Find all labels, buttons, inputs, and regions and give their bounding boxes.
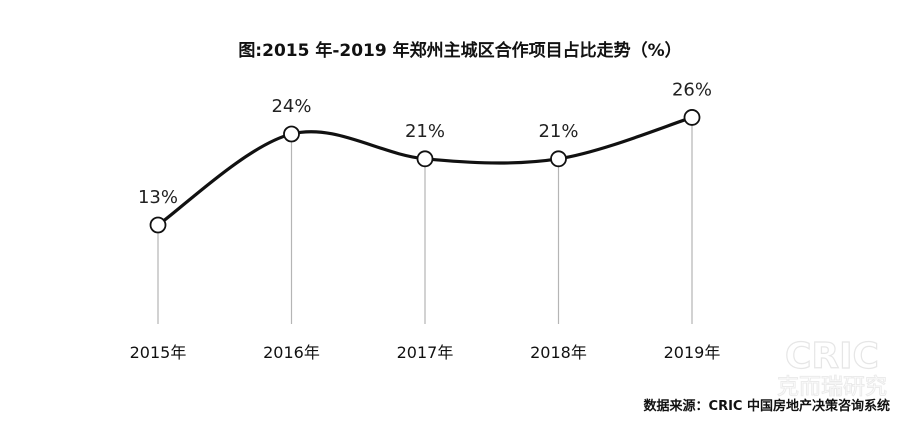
point-2019年: [683, 109, 701, 126]
drop-lines: [157, 125, 693, 324]
data-label-2019年: 26%: [672, 79, 712, 100]
data-label-2015年: 13%: [138, 187, 178, 208]
data-labels: 13% 24% 21% 21% 26%: [138, 79, 712, 208]
watermark: CRIC 克而瑞研究: [776, 335, 887, 400]
watermark-brand: CRIC: [785, 336, 879, 377]
data-label-2016年: 24%: [271, 96, 311, 117]
data-label-2018年: 21%: [538, 121, 578, 142]
x-tick-2017年: 2017年: [397, 343, 454, 362]
x-axis-ticks: 2015年 2016年 2017年 2018年 2019年: [130, 343, 721, 362]
x-tick-2018年: 2018年: [530, 343, 587, 362]
x-tick-2015年: 2015年: [130, 343, 187, 362]
point-2015年: [149, 216, 167, 234]
point-2017年: [416, 150, 434, 168]
source-note: 数据来源：CRIC 中国房地产决策咨询系统: [644, 398, 890, 414]
point-2018年: [550, 150, 567, 168]
watermark-sub: 克而瑞研究: [777, 375, 887, 400]
x-tick-2019年: 2019年: [664, 343, 721, 362]
data-label-2017年: 21%: [405, 121, 445, 142]
chart-title: 图:2015 年-2019 年郑州主城区合作项目占比走势（%）: [238, 40, 681, 61]
point-2016年: [283, 125, 300, 143]
markers: [149, 109, 701, 234]
x-tick-2016年: 2016年: [263, 343, 320, 362]
